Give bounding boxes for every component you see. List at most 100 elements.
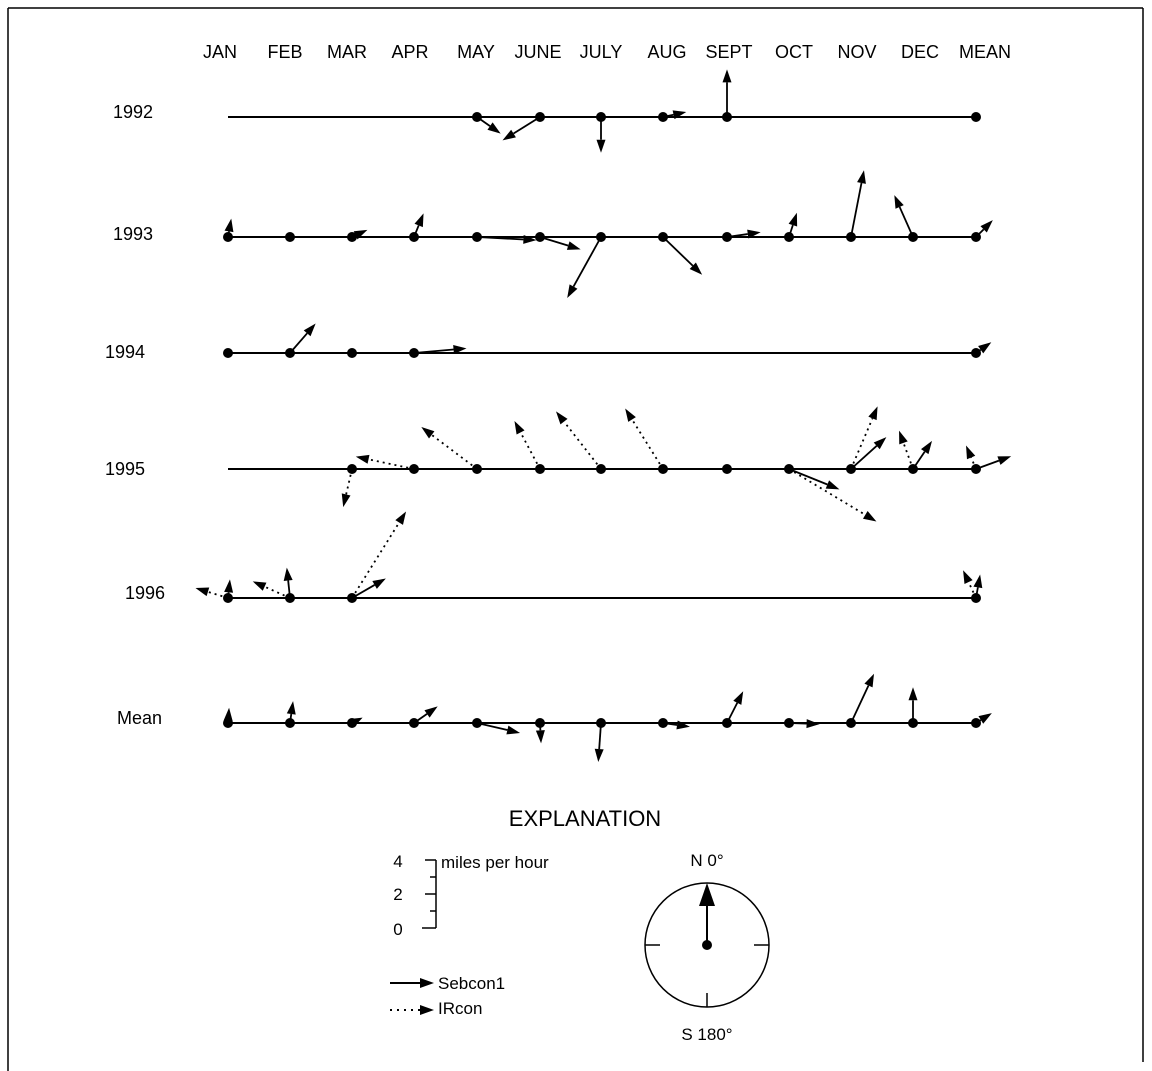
- column-header-jan: JAN: [203, 42, 237, 62]
- column-header-mar: MAR: [327, 42, 367, 62]
- data-point-1996-jan: [223, 593, 233, 603]
- vector-1995-june-ircon-shaft: [519, 432, 541, 470]
- vector-1992-july-sebcon1: [596, 117, 606, 153]
- data-point-1992-july: [596, 112, 606, 122]
- legend-label-ircon: IRcon: [438, 999, 482, 1018]
- row-1993: [223, 170, 993, 298]
- vector-1995-dec-sebcon1-head: [921, 440, 933, 455]
- legend-item-ircon: IRcon: [390, 999, 482, 1018]
- vector-mean-may-sebcon1-head: [506, 725, 521, 735]
- vector-1996-jan-ircon: [195, 587, 229, 599]
- data-point-1993-june: [535, 232, 545, 242]
- data-point-1993-feb: [285, 232, 295, 242]
- vector-1996-feb-ircon-shaft: [264, 585, 291, 599]
- data-point-1995-mean: [971, 464, 981, 474]
- vector-1992-june-sebcon1-head: [502, 129, 516, 141]
- vector-1993-dec-sebcon1-shaft: [898, 206, 914, 238]
- data-point-1994-mar: [347, 348, 357, 358]
- data-point-1995-may: [472, 464, 482, 474]
- data-point-1995-july: [596, 464, 606, 474]
- vector-1996-mar-ircon-shaft: [351, 522, 400, 599]
- vector-1995-nov-sebcon1-head: [873, 437, 887, 450]
- vector-1995-july-ircon-shaft: [563, 421, 602, 470]
- vector-1995-may-ircon-head: [421, 427, 435, 439]
- vector-1995-apr-ircon: [355, 454, 415, 470]
- row-label-mean: Mean: [117, 708, 162, 728]
- vector-1994-feb-sebcon1: [289, 323, 316, 354]
- data-point-1993-mean: [971, 232, 981, 242]
- vector-1992-sept-sebcon1-head: [722, 69, 732, 83]
- data-point-mean-oct: [784, 718, 794, 728]
- speed-scale-bar: 4 2 0 miles per hour: [393, 852, 549, 939]
- column-header-feb: FEB: [267, 42, 302, 62]
- explanation: EXPLANATION 4 2 0 miles per hour Sebcon1: [390, 806, 770, 1044]
- vector-1995-mean-ircon-shaft: [970, 457, 977, 470]
- vector-1995-june-ircon-head: [514, 420, 525, 435]
- vector-1996-feb-ircon: [252, 581, 291, 599]
- vector-1992-july-sebcon1-head: [596, 139, 606, 153]
- column-header-oct: OCT: [775, 42, 813, 62]
- data-point-mean-aug: [658, 718, 668, 728]
- row-label-1993: 1993: [113, 224, 153, 244]
- row-mean: [223, 673, 992, 763]
- vector-1995-june-ircon: [514, 420, 541, 470]
- vector-1996-mean-ircon: [963, 570, 977, 599]
- vector-1993-apr-sebcon1-head: [414, 213, 424, 228]
- data-point-mean-june: [535, 718, 545, 728]
- vector-1995-may-ircon: [421, 427, 478, 470]
- vector-mean-oct-sebcon1-head: [806, 719, 820, 729]
- data-point-1995-aug: [658, 464, 668, 474]
- vector-1993-july-sebcon1-shaft: [572, 236, 602, 288]
- row-1992: [228, 69, 981, 153]
- vector-1993-mar-sebcon1-head: [353, 229, 368, 240]
- vector-1993-oct-sebcon1-head: [788, 212, 798, 227]
- row-label-1995: 1995: [105, 459, 145, 479]
- data-point-mean-mar: [347, 718, 357, 728]
- vector-1996-mar-ircon-head: [395, 511, 407, 525]
- column-header-sept: SEPT: [705, 42, 752, 62]
- vector-1996-mar-ircon: [351, 511, 407, 599]
- data-point-1995-oct: [784, 464, 794, 474]
- explanation-title: EXPLANATION: [509, 806, 661, 831]
- vector-1995-oct-sebcon1-head: [825, 480, 840, 490]
- vector-1993-june-sebcon1-head: [566, 241, 581, 250]
- vector-1996-feb-sebcon1-head: [283, 567, 293, 581]
- column-header-july: JULY: [580, 42, 623, 62]
- legend-label-sebcon1: Sebcon1: [438, 974, 505, 993]
- vector-1995-nov-sebcon1-shaft: [850, 445, 878, 470]
- vector-mean-may-sebcon1: [476, 722, 521, 735]
- vector-mean-may-sebcon1-shaft: [476, 722, 508, 731]
- vector-1995-nov-sebcon1: [850, 437, 887, 470]
- vector-1995-oct-ircon-shaft: [788, 468, 866, 516]
- vector-mean-nov-sebcon1-shaft: [850, 685, 870, 724]
- data-point-1993-may: [472, 232, 482, 242]
- data-point-mean-apr: [409, 718, 419, 728]
- data-point-1993-dec: [908, 232, 918, 242]
- vector-1993-may-sebcon1-head: [523, 234, 537, 244]
- vector-1995-oct-ircon: [788, 468, 877, 522]
- data-point-1992-sept: [722, 112, 732, 122]
- vector-1996-mean-sebcon1-head: [973, 574, 983, 589]
- data-point-1995-nov: [846, 464, 856, 474]
- column-header-mean: MEAN: [959, 42, 1011, 62]
- vector-1995-may-ircon-shaft: [431, 434, 478, 470]
- data-point-mean-dec: [908, 718, 918, 728]
- data-point-1993-oct: [784, 232, 794, 242]
- scale-units-label: miles per hour: [441, 853, 549, 872]
- data-point-1995-june: [535, 464, 545, 474]
- column-header-may: MAY: [457, 42, 495, 62]
- vector-mean-nov-sebcon1-head: [864, 673, 874, 688]
- vector-mean-jan-sebcon1-head: [223, 707, 233, 722]
- row-labels: 1992 1993 1994 1995 1996 Mean: [105, 102, 165, 728]
- data-point-1993-nov: [846, 232, 856, 242]
- row-1994: [223, 323, 992, 358]
- vector-1994-feb-sebcon1-head: [303, 323, 316, 337]
- compass-south-label: S 180°: [681, 1025, 732, 1044]
- legend-solid-arrow-head: [420, 978, 434, 988]
- data-point-1993-jan: [223, 232, 233, 242]
- data-point-1992-may: [472, 112, 482, 122]
- compass-north-label: N 0°: [690, 851, 723, 870]
- vector-mean-july-sebcon1-head: [594, 748, 604, 763]
- vector-1992-aug-sebcon1-head: [672, 110, 687, 120]
